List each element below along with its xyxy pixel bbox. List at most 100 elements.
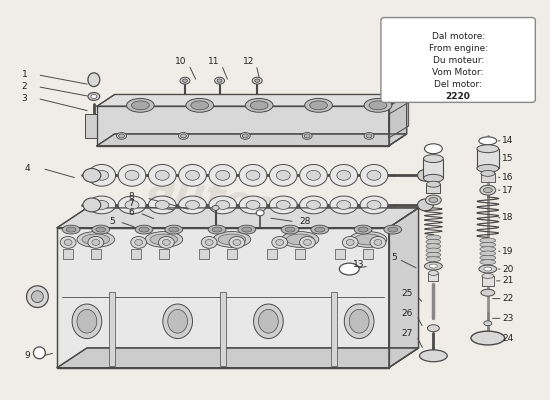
Ellipse shape (426, 244, 441, 249)
Ellipse shape (483, 188, 492, 193)
Ellipse shape (304, 240, 311, 245)
Ellipse shape (217, 79, 222, 82)
Ellipse shape (118, 196, 146, 214)
Ellipse shape (426, 252, 441, 257)
Ellipse shape (276, 240, 284, 245)
Ellipse shape (482, 274, 494, 278)
Text: 8: 8 (129, 192, 134, 200)
Ellipse shape (240, 132, 250, 139)
Ellipse shape (169, 227, 179, 232)
Ellipse shape (88, 196, 116, 214)
Ellipse shape (26, 286, 48, 308)
Ellipse shape (258, 310, 278, 333)
Ellipse shape (360, 196, 388, 214)
Ellipse shape (425, 262, 442, 270)
Ellipse shape (358, 227, 368, 232)
Bar (159, 249, 169, 259)
Polygon shape (389, 94, 406, 146)
Ellipse shape (300, 164, 327, 186)
Ellipse shape (60, 236, 76, 248)
Text: 25: 25 (401, 289, 412, 298)
Ellipse shape (95, 170, 109, 180)
Ellipse shape (252, 77, 262, 84)
Ellipse shape (135, 240, 142, 245)
Ellipse shape (369, 101, 387, 110)
Ellipse shape (337, 170, 351, 180)
Ellipse shape (66, 227, 76, 232)
Text: Del motor:: Del motor: (434, 80, 482, 89)
Ellipse shape (417, 170, 433, 181)
Polygon shape (57, 208, 419, 228)
Ellipse shape (77, 310, 97, 333)
Ellipse shape (417, 199, 433, 211)
Ellipse shape (429, 198, 438, 202)
Ellipse shape (238, 225, 256, 234)
Bar (267, 249, 277, 259)
Ellipse shape (302, 132, 312, 139)
Ellipse shape (272, 236, 288, 248)
Ellipse shape (426, 181, 441, 187)
Ellipse shape (179, 196, 206, 214)
Ellipse shape (183, 79, 188, 82)
Ellipse shape (125, 200, 139, 209)
Ellipse shape (305, 98, 332, 112)
Ellipse shape (148, 164, 176, 186)
Text: 5: 5 (391, 253, 397, 262)
Ellipse shape (480, 238, 496, 243)
Polygon shape (481, 173, 495, 182)
Ellipse shape (484, 321, 492, 326)
Ellipse shape (191, 101, 208, 110)
Ellipse shape (330, 164, 358, 186)
Ellipse shape (88, 92, 100, 100)
Text: 14: 14 (502, 136, 513, 145)
Text: 27: 27 (401, 329, 412, 338)
Ellipse shape (425, 144, 442, 154)
Polygon shape (477, 149, 499, 168)
Text: 18: 18 (502, 213, 513, 222)
Ellipse shape (270, 196, 297, 214)
Ellipse shape (96, 227, 106, 232)
Ellipse shape (239, 196, 267, 214)
Polygon shape (426, 184, 441, 193)
Ellipse shape (135, 225, 153, 234)
Ellipse shape (480, 260, 496, 264)
Bar (336, 249, 345, 259)
Text: 21: 21 (502, 276, 513, 285)
Ellipse shape (426, 239, 441, 244)
Ellipse shape (300, 236, 315, 248)
Ellipse shape (480, 251, 496, 256)
Ellipse shape (254, 304, 283, 338)
Text: 23: 23 (502, 314, 513, 323)
Text: 19: 19 (502, 247, 513, 256)
Polygon shape (389, 102, 409, 138)
Ellipse shape (344, 304, 374, 338)
Ellipse shape (83, 198, 101, 212)
Ellipse shape (92, 225, 109, 234)
Ellipse shape (480, 185, 496, 195)
Ellipse shape (420, 350, 447, 362)
Ellipse shape (281, 232, 319, 247)
Ellipse shape (315, 227, 324, 232)
Ellipse shape (118, 164, 146, 186)
Ellipse shape (367, 170, 381, 180)
Ellipse shape (88, 164, 116, 186)
Polygon shape (389, 208, 419, 368)
Ellipse shape (281, 225, 299, 234)
Ellipse shape (95, 200, 109, 209)
Ellipse shape (426, 235, 441, 240)
Ellipse shape (229, 236, 245, 248)
Text: 16: 16 (502, 173, 513, 182)
Ellipse shape (311, 225, 329, 234)
Text: 7: 7 (129, 200, 134, 208)
Text: 20: 20 (502, 264, 513, 274)
Ellipse shape (201, 236, 217, 248)
Polygon shape (57, 228, 389, 368)
Ellipse shape (430, 264, 437, 268)
Ellipse shape (367, 200, 381, 209)
Ellipse shape (179, 164, 206, 186)
Polygon shape (428, 273, 438, 281)
Polygon shape (57, 348, 419, 368)
Polygon shape (85, 114, 97, 138)
Ellipse shape (354, 234, 382, 245)
Ellipse shape (92, 240, 100, 245)
